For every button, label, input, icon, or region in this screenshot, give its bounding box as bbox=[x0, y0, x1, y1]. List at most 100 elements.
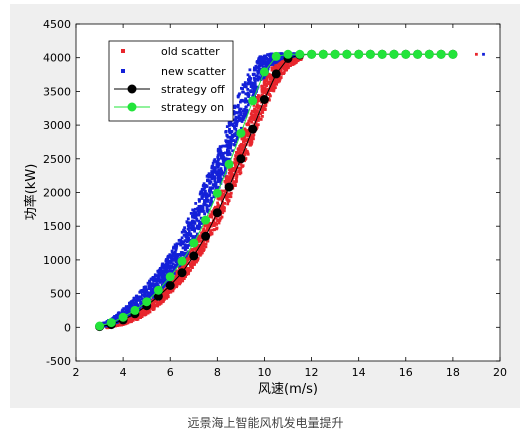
scatter-point bbox=[269, 89, 273, 92]
y-tick-label: 4000 bbox=[43, 52, 71, 65]
data-point bbox=[165, 272, 175, 282]
scatter-point bbox=[246, 88, 250, 91]
scatter-point bbox=[203, 186, 207, 189]
scatter-point bbox=[203, 199, 206, 202]
scatter-point bbox=[242, 118, 245, 121]
scatter-point bbox=[254, 121, 258, 124]
scatter-point bbox=[235, 122, 239, 126]
scatter-point bbox=[254, 108, 257, 112]
data-point bbox=[259, 95, 269, 104]
scatter-point bbox=[158, 281, 162, 284]
scatter-point bbox=[235, 179, 238, 183]
scatter-point bbox=[250, 120, 254, 124]
x-tick-label: 14 bbox=[352, 366, 366, 379]
x-axis-label: 风速(m/s) bbox=[258, 382, 318, 397]
scatter-point bbox=[253, 83, 257, 87]
scatter-point bbox=[269, 82, 272, 86]
scatter-point bbox=[266, 91, 270, 94]
scatter-point bbox=[213, 224, 216, 227]
scatter-point bbox=[279, 60, 282, 63]
scatter-point bbox=[179, 280, 182, 284]
scatter-point bbox=[207, 204, 211, 208]
scatter-point bbox=[246, 73, 250, 77]
scatter-point bbox=[148, 284, 152, 288]
scatter-point bbox=[280, 62, 284, 66]
scatter-point bbox=[174, 260, 178, 264]
scatter-point bbox=[186, 224, 190, 227]
scatter-point bbox=[226, 202, 230, 206]
scatter-point bbox=[246, 91, 250, 95]
data-point bbox=[130, 305, 140, 315]
scatter-point bbox=[251, 86, 255, 90]
scatter-point bbox=[175, 284, 179, 287]
scatter-point bbox=[197, 236, 201, 240]
scatter-point bbox=[208, 187, 212, 191]
scatter-point bbox=[202, 188, 205, 192]
scatter-point bbox=[239, 111, 243, 114]
scatter-point bbox=[227, 129, 231, 133]
scatter-point bbox=[247, 119, 251, 123]
scatter-point bbox=[223, 158, 227, 162]
data-point bbox=[342, 49, 352, 59]
scatter-point bbox=[137, 298, 141, 302]
scatter-point bbox=[222, 192, 225, 196]
scatter-point bbox=[175, 253, 178, 256]
scatter-point bbox=[249, 118, 253, 121]
data-point bbox=[259, 67, 269, 77]
scatter-point bbox=[278, 77, 282, 81]
scatter-point bbox=[256, 98, 260, 102]
scatter-point bbox=[267, 75, 270, 79]
x-tick-label: 16 bbox=[399, 366, 413, 379]
data-point bbox=[236, 154, 246, 164]
scatter-point bbox=[248, 68, 252, 72]
scatter-point bbox=[144, 294, 148, 297]
scatter-point bbox=[210, 232, 214, 236]
scatter-point bbox=[156, 275, 160, 279]
scatter-point bbox=[282, 66, 286, 69]
scatter-point bbox=[202, 227, 205, 231]
scatter-point bbox=[223, 167, 227, 171]
scatter-point bbox=[171, 289, 175, 293]
scatter-point bbox=[217, 162, 221, 165]
data-point bbox=[377, 49, 387, 59]
scatter-point bbox=[213, 166, 217, 169]
scatter-point bbox=[257, 70, 260, 73]
scatter-point bbox=[146, 311, 150, 315]
scatter-point bbox=[198, 234, 202, 238]
scatter-point bbox=[191, 249, 194, 252]
scatter-point bbox=[129, 300, 133, 304]
scatter-point bbox=[266, 53, 269, 56]
scatter-point bbox=[161, 292, 165, 296]
scatter-point bbox=[253, 91, 257, 95]
scatter-point bbox=[205, 192, 209, 196]
scatter-point bbox=[275, 66, 279, 69]
scatter-point bbox=[215, 206, 219, 210]
scatter-point bbox=[256, 72, 260, 75]
scatter-point bbox=[162, 285, 166, 288]
scatter-point bbox=[182, 233, 186, 237]
scatter-point bbox=[246, 103, 250, 107]
scatter-point bbox=[214, 216, 218, 220]
scatter-point bbox=[233, 125, 236, 128]
scatter-point bbox=[182, 228, 185, 232]
scatter-point bbox=[234, 111, 238, 114]
scatter-point bbox=[262, 90, 266, 94]
scatter-point bbox=[230, 176, 234, 180]
scatter-point bbox=[169, 259, 173, 262]
scatter-point bbox=[260, 58, 264, 62]
scatter-point bbox=[213, 182, 217, 185]
scatter-point bbox=[129, 320, 133, 324]
scatter-point bbox=[271, 78, 275, 82]
scatter-point bbox=[179, 253, 182, 256]
scatter-point bbox=[160, 265, 164, 268]
scatter-point bbox=[166, 258, 170, 262]
scatter-point bbox=[232, 180, 236, 184]
scatter-point bbox=[235, 177, 238, 181]
scatter-point bbox=[213, 184, 216, 188]
scatter-point bbox=[255, 115, 258, 119]
legend: old scatter new scatter strategy off str… bbox=[108, 40, 234, 122]
scatter-point bbox=[259, 118, 263, 121]
scatter-point bbox=[162, 297, 165, 301]
scatter-point bbox=[262, 81, 266, 85]
scatter-point bbox=[239, 99, 243, 102]
